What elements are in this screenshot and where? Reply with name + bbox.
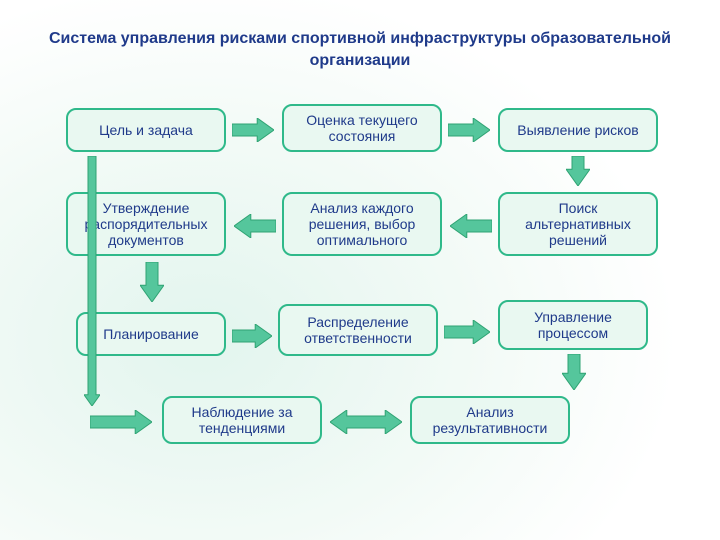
background-glow [0,0,720,540]
arrow-a-assess-risks [448,118,490,142]
node-goal: Цель и задача [66,108,226,152]
node-analysis: Анализ каждого решения, выбор оптимально… [282,192,442,256]
arrow-a-risks-alt [566,156,590,186]
node-risks: Выявление рисков [498,108,658,152]
page-title: Система управления рисками спортивной ин… [0,28,720,71]
arrow-a-goal-assess [232,118,274,142]
arrow-a-goal-down [84,156,100,406]
arrow-a-results-obs [330,410,402,434]
arrow-a-analysis-appr [234,214,276,238]
arrow-a-resp-manage [444,320,490,344]
node-assess: Оценка текущего состояния [282,104,442,152]
node-observe: Наблюдение за тенденциями [162,396,322,444]
arrow-a-manage-results [562,354,586,390]
arrow-a-alt-analysis [450,214,492,238]
arrow-a-appr-plan [140,262,164,302]
node-alt: Поиск альтернативных решений [498,192,658,256]
arrow-a-plan-resp [232,324,272,348]
node-resp: Распределение ответственности [278,304,438,356]
node-results: Анализ результативности [410,396,570,444]
node-manage: Управление процессом [498,300,648,350]
arrow-a-bottom-right [90,410,152,434]
